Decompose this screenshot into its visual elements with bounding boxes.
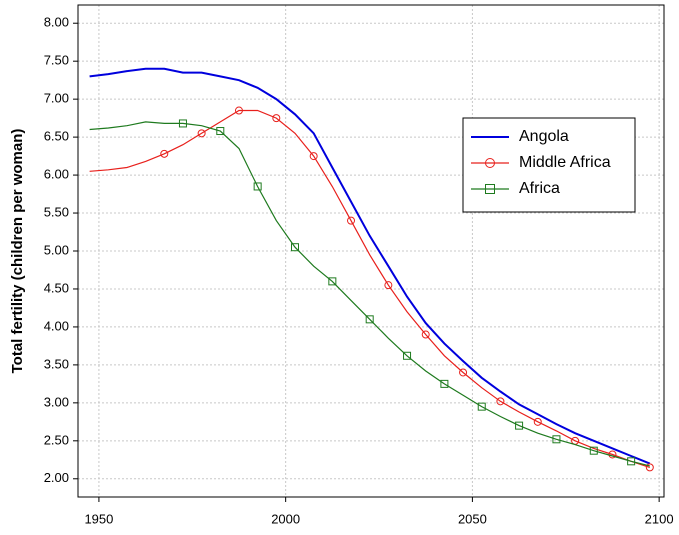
marker (627, 457, 636, 466)
marker (589, 446, 598, 455)
series-line (89, 121, 650, 467)
y-tick-label: 3.00 (44, 394, 69, 409)
marker (160, 149, 169, 158)
marker (403, 351, 412, 360)
legend-label: Angola (519, 128, 569, 145)
series-line (89, 109, 650, 468)
marker (421, 330, 430, 339)
marker (347, 216, 356, 225)
x-tick-label: 2100 (645, 511, 674, 526)
marker (477, 402, 486, 411)
marker (365, 315, 374, 324)
y-tick-label: 6.50 (44, 129, 69, 144)
legend-box (462, 117, 636, 213)
y-tick-label: 8.00 (44, 15, 69, 30)
legend-marker (485, 158, 495, 168)
legend-label: Africa (519, 180, 560, 197)
y-tick-label: 2.50 (44, 432, 69, 447)
marker (552, 435, 561, 444)
legend-marker (485, 184, 495, 194)
marker (515, 421, 524, 430)
y-tick-label: 2.00 (44, 470, 69, 485)
series-line (89, 67, 651, 465)
y-tick-label: 3.50 (44, 356, 69, 371)
marker (440, 379, 449, 388)
marker (234, 106, 243, 115)
marker (253, 182, 262, 191)
marker (328, 277, 337, 286)
marker (645, 463, 654, 472)
marker (197, 129, 206, 138)
x-tick-label: 2050 (458, 511, 487, 526)
marker (272, 114, 281, 123)
y-axis-label: Total fertility (children per woman) (9, 129, 26, 374)
plot-frame (77, 4, 665, 498)
x-tick-label: 2000 (271, 511, 300, 526)
y-tick-label: 5.50 (44, 204, 69, 219)
y-tick-label: 4.50 (44, 280, 69, 295)
marker (309, 152, 318, 161)
y-tick-label: 6.00 (44, 167, 69, 182)
marker (216, 127, 225, 136)
marker (496, 397, 505, 406)
marker (533, 417, 542, 426)
y-tick-label: 4.00 (44, 318, 69, 333)
legend-label: Middle Africa (519, 154, 611, 171)
y-tick-label: 5.00 (44, 242, 69, 257)
y-tick-label: 7.50 (44, 53, 69, 68)
marker (290, 243, 299, 252)
marker (384, 281, 393, 290)
marker (178, 119, 187, 128)
y-tick-label: 7.00 (44, 91, 69, 106)
marker (459, 368, 468, 377)
x-tick-label: 1950 (84, 511, 113, 526)
